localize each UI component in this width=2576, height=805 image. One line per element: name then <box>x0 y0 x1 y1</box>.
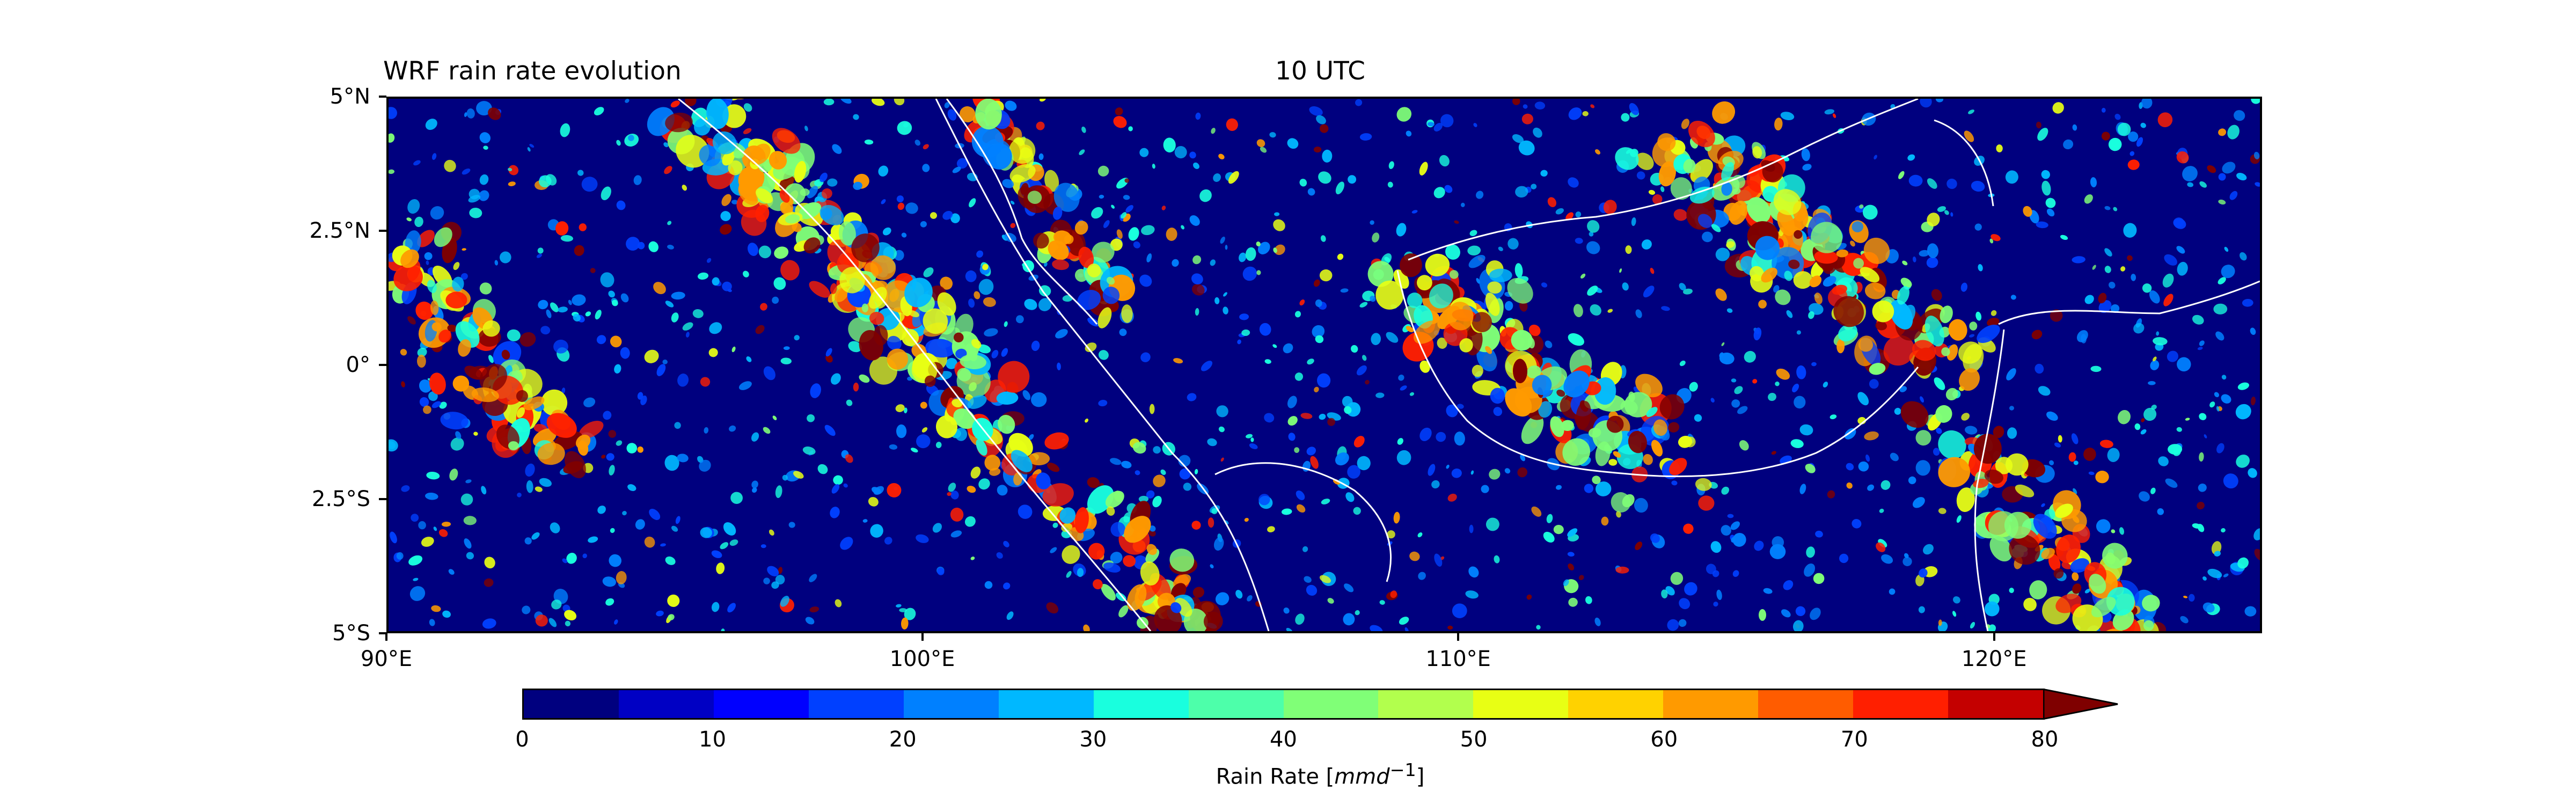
rain-cells <box>389 99 2260 631</box>
colorbar-tick-label: 20 <box>889 727 917 752</box>
borneo-coast-south <box>1396 270 1919 478</box>
colorbar-segment <box>1568 690 1664 718</box>
x-tick-label: 100°E <box>889 647 955 671</box>
colorbar-tick-label: 50 <box>1460 727 1488 752</box>
y-tick-mark <box>379 498 386 500</box>
rain-rate-field <box>389 99 2260 631</box>
figure-title: WRF rain rate evolution <box>383 56 682 86</box>
sulawesi-coast <box>1998 280 2260 325</box>
colorbar-segment <box>1283 690 1379 718</box>
colorbar-segment <box>1758 690 1854 718</box>
colorbar-segment <box>524 690 619 718</box>
colorbar-segment <box>1473 690 1569 718</box>
colorbar-tick-label: 70 <box>1840 727 1868 752</box>
y-tick-label: 5°N <box>330 84 370 109</box>
x-tick-mark <box>921 633 924 641</box>
colorbar-segment <box>903 690 999 718</box>
colorbar-segment <box>1188 690 1284 718</box>
colorbar-segment <box>1093 690 1189 718</box>
y-tick-mark <box>379 230 386 232</box>
colorbar-segment <box>1948 690 2043 718</box>
colorbar-extend-arrow <box>2044 689 2118 720</box>
y-tick-label: 0° <box>346 353 370 377</box>
java-sea-coast <box>1214 462 1392 582</box>
x-tick-mark <box>1993 633 1995 641</box>
colorbar-segment <box>1378 690 1474 718</box>
rain-rate-map <box>386 97 2262 633</box>
y-tick-label: 2.5°N <box>309 218 370 243</box>
borneo-coast <box>1408 99 1919 261</box>
x-tick-label: 90°E <box>360 647 413 671</box>
time-label: 10 UTC <box>1275 56 1365 86</box>
borneo-north <box>1934 119 1994 207</box>
colorbar-tick-label: 80 <box>2031 727 2059 752</box>
coastlines <box>678 99 2260 631</box>
sulawesi-coast-2 <box>1974 329 2005 631</box>
colorbar-label: Rain Rate [mmd−1] <box>1216 759 1425 789</box>
x-tick-mark <box>1457 633 1460 641</box>
sumatra-coast <box>678 99 1152 631</box>
colorbar-segment <box>1853 690 1949 718</box>
y-tick-label: 2.5°S <box>311 487 370 511</box>
colorbar-segment <box>713 690 809 718</box>
colorbar-segment <box>618 690 714 718</box>
y-tick-mark <box>379 632 386 634</box>
colorbar-segment <box>998 690 1094 718</box>
x-tick-mark <box>385 633 387 641</box>
x-tick-label: 110°E <box>1425 647 1491 671</box>
colorbar-tick-label: 30 <box>1079 727 1107 752</box>
sumatra-coast-east <box>935 99 1270 631</box>
colorbar <box>522 689 2045 720</box>
y-tick-label: 5°S <box>332 621 370 646</box>
colorbar-segment <box>1663 690 1759 718</box>
y-tick-mark <box>379 96 386 98</box>
x-tick-label: 120°E <box>1961 647 2027 671</box>
colorbar-segment <box>808 690 904 718</box>
colorbar-tick-label: 40 <box>1270 727 1297 752</box>
malay-peninsula-coast <box>946 99 1098 325</box>
y-tick-mark <box>379 364 386 366</box>
colorbar-tick-label: 0 <box>515 727 529 752</box>
colorbar-tick-label: 10 <box>699 727 727 752</box>
colorbar-tick-label: 60 <box>1650 727 1678 752</box>
